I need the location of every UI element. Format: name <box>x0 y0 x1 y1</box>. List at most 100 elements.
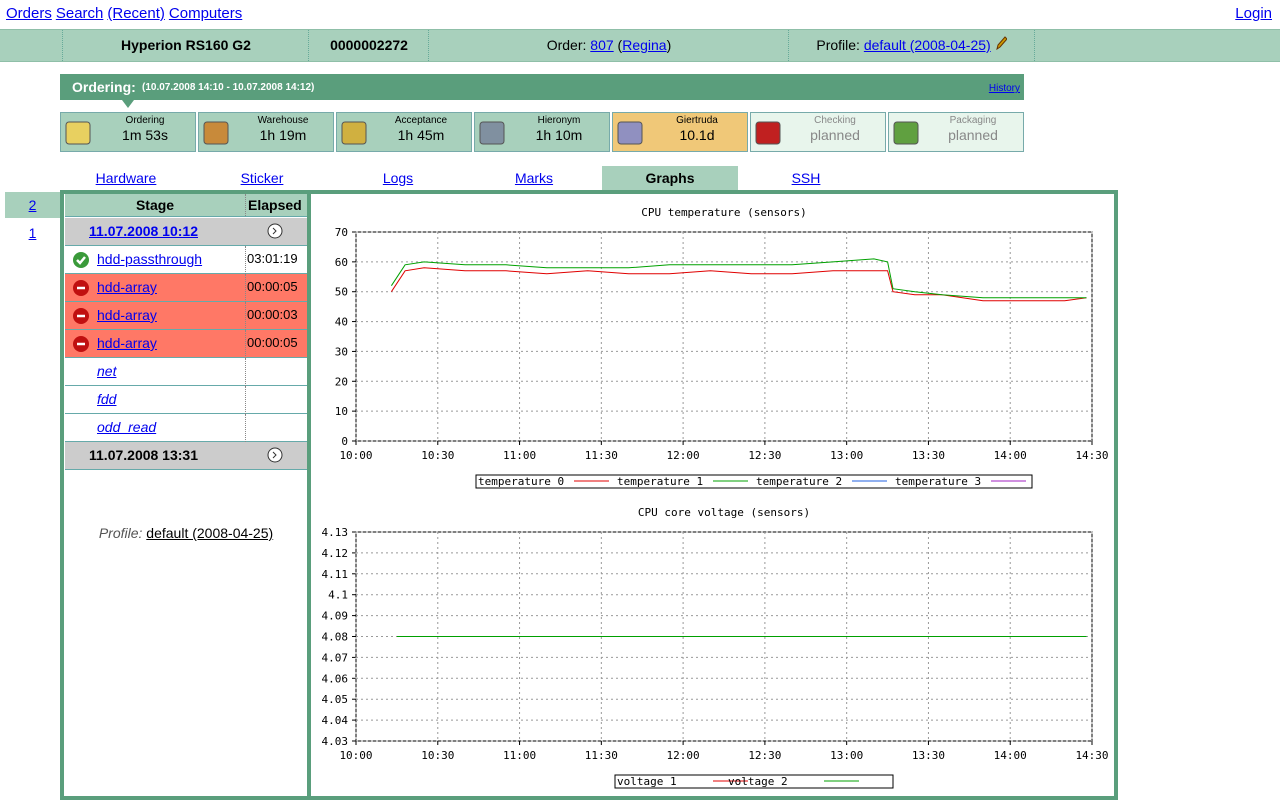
table-header: Stage Elapsed <box>65 194 307 217</box>
divider <box>307 190 311 800</box>
stage-row: hdd-array 00:00:05 <box>65 274 307 302</box>
stage-time: planned <box>948 127 998 143</box>
run-link[interactable]: 2 <box>5 192 60 218</box>
x-tick-label: 10:00 <box>339 449 372 462</box>
nav-link[interactable]: Computers <box>168 5 243 22</box>
nav: Orders Search (Recent) Computers <box>6 5 246 22</box>
x-tick-label: 11:30 <box>585 749 618 762</box>
x-tick-label: 11:30 <box>585 449 618 462</box>
elapsed: 03:01:19 <box>247 251 298 266</box>
clock-icon[interactable] <box>266 222 284 240</box>
stage-box[interactable]: Warehouse 1h 19m <box>198 112 334 152</box>
stage-name: Hieronym <box>537 115 581 126</box>
stage-box[interactable]: Ordering 1m 53s <box>60 112 196 152</box>
y-tick-label: 4.05 <box>322 693 349 706</box>
stage-box[interactable]: Hieronym 1h 10m <box>474 112 610 152</box>
y-tick-label: 40 <box>335 316 348 329</box>
vb <box>245 246 246 274</box>
nav-link[interactable]: Orders <box>6 5 52 22</box>
y-tick-label: 4.1 <box>328 589 348 602</box>
run-link[interactable]: 1 <box>28 225 37 241</box>
status-icon <box>73 336 89 352</box>
x-tick-label: 12:00 <box>667 749 700 762</box>
x-tick-label: 14:30 <box>1075 449 1108 462</box>
stage-icon <box>65 121 91 145</box>
tab[interactable]: SSH <box>791 170 821 186</box>
order-link[interactable]: 807 <box>590 37 614 53</box>
stage-time: 10.1d <box>679 127 715 143</box>
profile-link[interactable]: default (2008-04-25) <box>863 37 991 53</box>
stage-link[interactable]: hdd-passthrough <box>97 251 203 267</box>
y-tick-label: 50 <box>335 286 348 299</box>
clock-face <box>267 447 283 463</box>
stage-link[interactable]: fdd <box>97 391 117 407</box>
history-link[interactable]: History <box>988 83 1020 94</box>
stage-time: 1m 53s <box>122 127 168 143</box>
stage-row: net <box>65 358 307 386</box>
stage-box[interactable]: Checking planned <box>750 112 886 152</box>
stage-box[interactable]: Acceptance 1h 45m <box>336 112 472 152</box>
stage-box[interactable]: Giertruda 10.1d <box>612 112 748 152</box>
tab[interactable]: Logs <box>382 170 414 186</box>
legend-label: voltage 2 <box>728 775 788 788</box>
stage-link[interactable]: hdd-array <box>97 307 157 323</box>
time-text[interactable]: 11.07.2008 10:12 <box>89 223 198 239</box>
stage-link[interactable]: net <box>97 363 117 379</box>
stage-name: Checking <box>814 115 856 126</box>
stage-link[interactable]: hdd-array <box>97 335 157 351</box>
icon-shape <box>341 121 367 145</box>
login-link[interactable]: Login <box>1235 5 1272 22</box>
header-cell: Stage <box>135 197 175 213</box>
header-bar: Hyperion RS160 G2 0000002272 Order: 807 … <box>0 29 1280 62</box>
tab[interactable]: Sticker <box>240 170 284 186</box>
stage-box[interactable]: Packaging planned <box>888 112 1024 152</box>
order-cell: Order: 807 (Regina) <box>428 30 789 61</box>
stage-time: 1h 10m <box>535 127 583 143</box>
legend-label: temperature 0 <box>478 475 564 488</box>
vb <box>245 414 246 442</box>
edit-icon[interactable] <box>995 36 1008 51</box>
x-tick-label: 12:00 <box>667 449 700 462</box>
customer-link[interactable]: Regina <box>622 37 667 53</box>
stage-time: 1h 45m <box>397 127 445 143</box>
stage-icon <box>479 121 505 145</box>
x-tick-label: 12:30 <box>748 449 781 462</box>
stage-link[interactable]: hdd-array <box>97 279 157 295</box>
tab[interactable]: Graphs <box>602 166 738 190</box>
status-icon <box>73 308 89 324</box>
y-tick-label: 70 <box>335 226 348 239</box>
y-tick-label: 30 <box>335 345 348 358</box>
y-tick-label: 4.09 <box>322 610 349 623</box>
profile-label: Profile: <box>816 37 860 53</box>
legend-box <box>614 774 894 789</box>
nav-link[interactable]: Search <box>55 5 104 22</box>
legend-label: voltage 1 <box>617 775 677 788</box>
status-icon <box>73 280 89 296</box>
vb <box>245 302 246 330</box>
clock-face <box>267 223 283 239</box>
y-tick-label: 4.06 <box>322 672 349 685</box>
profile-link[interactable]: default (2008-04-25) <box>146 525 274 541</box>
x-tick-label: 10:30 <box>421 749 454 762</box>
stage-row: hdd-array 00:00:03 <box>65 302 307 330</box>
tab[interactable]: Marks <box>514 170 554 186</box>
time-row: 11.07.2008 13:31 <box>65 442 307 470</box>
vb <box>245 330 246 358</box>
stage-time: 1h 19m <box>259 127 307 143</box>
status-glyph <box>76 256 86 265</box>
ordering-range: (10.07.2008 14:10 - 10.07.2008 14:12) <box>142 82 315 93</box>
x-tick-label: 13:30 <box>912 449 945 462</box>
nav-link[interactable]: (Recent) <box>107 5 165 22</box>
vb <box>245 274 246 302</box>
tab[interactable]: Hardware <box>95 170 157 186</box>
clock-icon[interactable] <box>266 446 284 464</box>
stage-name: Warehouse <box>257 115 309 126</box>
status-icon <box>73 252 89 268</box>
x-tick-label: 12:30 <box>748 749 781 762</box>
y-tick-label: 4.03 <box>322 735 349 748</box>
legend-label: temperature 2 <box>756 475 842 488</box>
stage-link[interactable]: odd_read <box>97 419 157 435</box>
clock-hand <box>272 227 277 235</box>
y-tick-label: 20 <box>335 375 348 388</box>
x-tick-label: 14:00 <box>994 749 1027 762</box>
